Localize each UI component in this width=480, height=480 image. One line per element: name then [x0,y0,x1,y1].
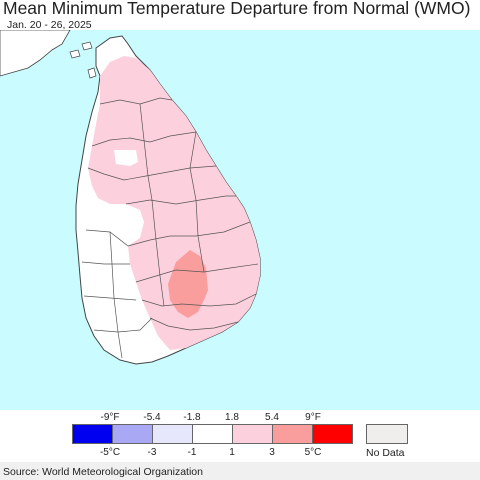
legend-c-tick-5: 3 [269,447,275,458]
legend-c-tick-3: -1 [187,447,197,458]
legend-no-data-swatch [366,424,408,444]
legend-f-tick-5: 5.4 [265,412,279,423]
legend-f-tick-1: -9°F [100,412,120,423]
legend-c-tick-4: 1 [229,447,235,458]
legend-swatch-4 [192,424,233,444]
legend-no-data-label: No Data [366,447,405,459]
legend-f-tick-6: 9°F [305,412,321,423]
legend-swatch-2 [112,424,153,444]
legend-c-tick-6: 5°C [304,447,322,458]
district-boundaries [81,97,259,359]
legend-swatch-6 [272,424,313,444]
source-credit: Source: World Meteorological Organizatio… [3,466,203,478]
region-white-patch [114,150,138,166]
legend-c-tick-1: -5°C [99,447,121,458]
sri-lanka-map [0,30,480,410]
legend-swatch-7 [312,424,353,444]
map-date-range: Jan. 20 - 26, 2025 [7,19,92,31]
region-salmon [168,250,208,318]
india-coast [0,30,71,77]
legend-c-tick-2: -3 [147,447,157,458]
legend-f-tick-4: 1.8 [225,412,239,423]
legend-swatch-5 [232,424,273,444]
north-islands [69,41,97,79]
legend-f-tick-3: -1.8 [183,412,201,423]
region-pink [88,56,260,350]
legend-swatch-3 [152,424,193,444]
footer-bar [0,462,480,480]
legend-f-tick-2: -5.4 [143,412,161,423]
legend-swatch-1 [72,424,113,444]
map-title: Mean Minimum Temperature Departure from … [3,0,471,18]
